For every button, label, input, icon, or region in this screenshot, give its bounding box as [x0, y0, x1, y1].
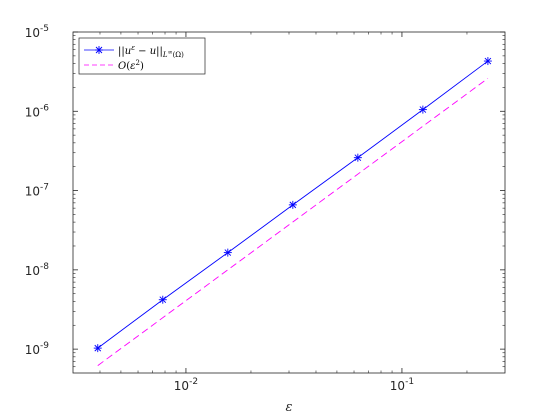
- y-tick-label: 10-9: [25, 341, 50, 357]
- series-1-point: [223, 248, 232, 257]
- y-tick-label: 10-6: [25, 103, 50, 119]
- y-tick-label: 10-5: [25, 24, 49, 40]
- x-tick-label: 10-2: [174, 377, 198, 393]
- legend: ||uε − u||L∞(Ω) O(ε2): [78, 37, 206, 75]
- y-tick-label: 10-8: [25, 262, 50, 278]
- legend-series-1-marker: [95, 46, 103, 54]
- series-1-point: [418, 105, 427, 114]
- x-axis-label: ε: [286, 400, 293, 415]
- y-tick-label: 10-7: [25, 183, 49, 199]
- plot-background: [73, 32, 505, 373]
- x-tick-label: 10-1: [390, 377, 414, 393]
- series-1-point: [288, 200, 297, 209]
- legend-box: [78, 37, 206, 75]
- series-2-line: [97, 78, 489, 366]
- series-1-point: [158, 295, 167, 304]
- series-1-point: [93, 344, 102, 353]
- legend-series-2-label: O(ε2): [118, 59, 144, 72]
- series-1-point: [353, 153, 362, 162]
- series-1-point: [483, 57, 492, 66]
- legend-series-1-label: ||uε − u||L∞(Ω): [118, 44, 184, 59]
